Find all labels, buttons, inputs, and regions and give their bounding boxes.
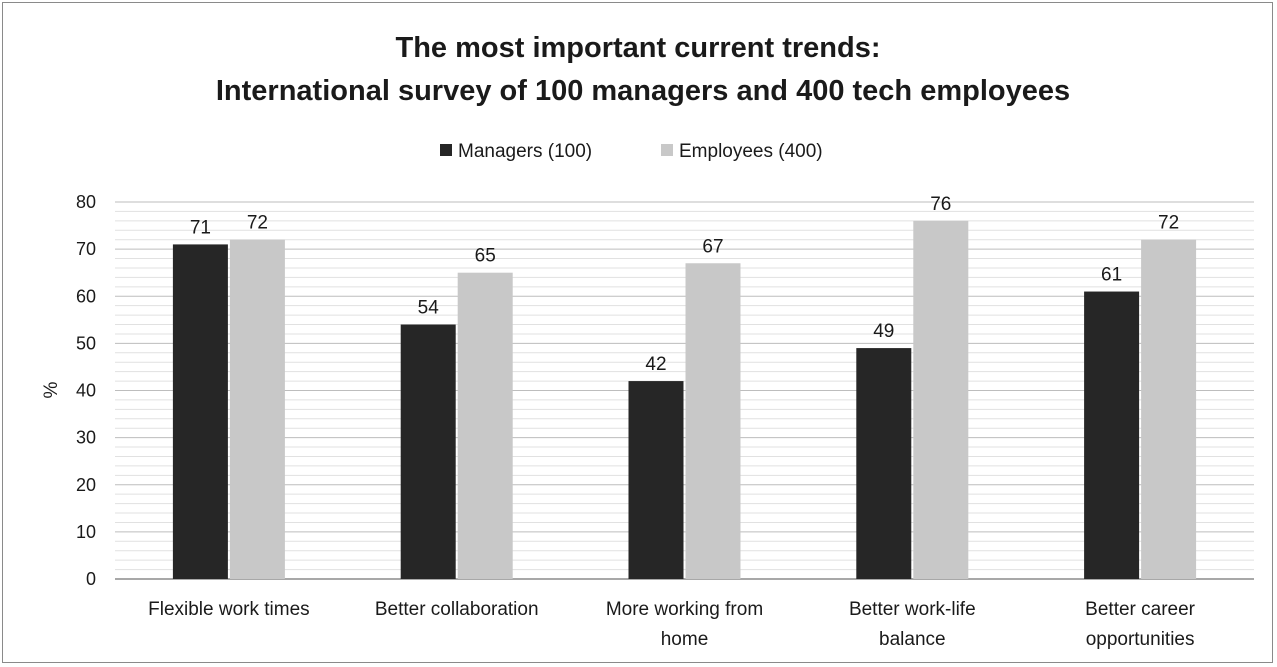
data-labels: 71 54 42 49 61 72 65 67 76 72 <box>190 194 1179 375</box>
bars <box>172 220 1197 579</box>
data-label: 54 <box>418 298 440 319</box>
data-label: 65 <box>475 246 496 267</box>
x-category-label: Better collaboration <box>375 599 539 620</box>
data-label: 49 <box>873 321 894 342</box>
x-category-label: Better career opportunities <box>1085 599 1195 650</box>
y-tick-label: 0 <box>86 569 96 589</box>
y-tick-label: 80 <box>76 192 96 212</box>
data-label: 76 <box>930 194 951 215</box>
bar-employees <box>685 263 741 579</box>
bar-managers <box>628 381 684 579</box>
legend-swatch-employees <box>661 144 673 156</box>
y-tick-label: 50 <box>76 333 96 353</box>
legend-label-managers: Managers (100) <box>458 141 592 162</box>
bar-managers <box>1084 291 1140 579</box>
bar-managers <box>856 348 912 579</box>
x-axis-categories: Flexible work times Better collaboration M… <box>148 599 1196 650</box>
gridlines <box>115 201 1254 580</box>
data-label: 72 <box>1158 213 1179 234</box>
data-label: 67 <box>702 236 723 257</box>
bar-managers <box>172 244 228 579</box>
chart-subtitle: International survey of 100 managers and… <box>216 75 1070 107</box>
bar-employees <box>229 239 285 579</box>
bar-managers <box>400 324 456 579</box>
legend: Managers (100) Employees (400) <box>440 141 823 162</box>
y-tick-label: 70 <box>76 239 96 259</box>
x-category-label: More working from home <box>606 599 763 650</box>
data-label: 42 <box>645 354 666 375</box>
y-tick-label: 40 <box>76 381 96 401</box>
data-label: 71 <box>190 217 211 238</box>
bar-employees <box>1141 239 1197 579</box>
y-tick-label: 10 <box>76 522 96 542</box>
legend-label-employees: Employees (400) <box>679 141 823 162</box>
y-tick-label: 20 <box>76 475 96 495</box>
x-category-label: Better work-life balance <box>849 599 976 650</box>
legend-swatch-managers <box>440 144 452 156</box>
bar-employees <box>457 272 513 579</box>
y-tick-label: 60 <box>76 286 96 306</box>
x-category-label: Flexible work times <box>148 599 310 620</box>
data-label: 72 <box>247 213 268 234</box>
y-axis-label: % <box>41 381 62 398</box>
y-tick-label: 30 <box>76 428 96 448</box>
bar-chart: The most important current trends: Inter… <box>41 32 1254 650</box>
y-axis-ticks: 0 10 20 30 40 50 60 70 80 <box>76 192 96 589</box>
data-label: 61 <box>1101 265 1122 286</box>
chart-title: The most important current trends: <box>396 32 881 64</box>
bar-employees <box>913 220 969 579</box>
